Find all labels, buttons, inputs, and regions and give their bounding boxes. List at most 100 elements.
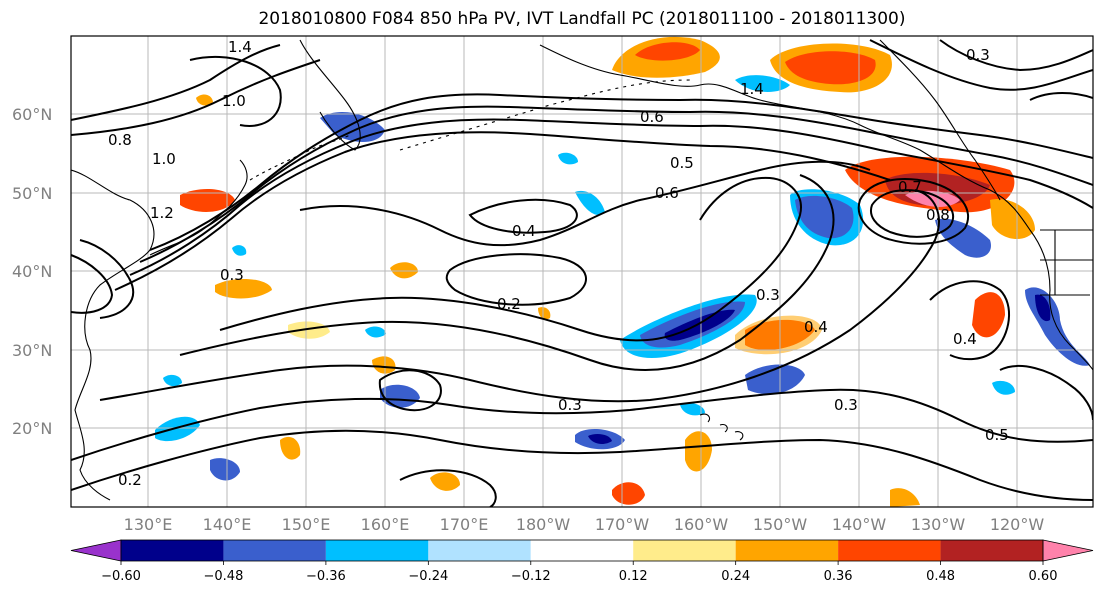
pv-contour <box>71 429 1093 501</box>
lon-label: 150°W <box>753 515 808 534</box>
pv-contours <box>71 39 1093 507</box>
colorbar-extend-low <box>70 539 122 562</box>
colorbar-outline <box>120 539 1044 562</box>
negative-anomaly <box>745 364 805 395</box>
pv-contour <box>399 469 497 507</box>
contour-label: 1.0 <box>152 150 176 168</box>
colorbar-tick-label: −0.48 <box>204 569 244 584</box>
colorbar-tick-label: 0.36 <box>824 569 853 584</box>
negative-anomaly <box>210 458 240 481</box>
colorbar-swatch <box>121 540 224 561</box>
contour-label: 0.3 <box>220 266 244 284</box>
pv-contour <box>149 93 1093 251</box>
contour-label: 0.8 <box>926 206 950 224</box>
pv-contour <box>857 178 970 245</box>
positive-anomaly <box>735 315 822 355</box>
negative-anomaly <box>575 190 605 216</box>
negative-anomaly <box>155 416 200 442</box>
lon-label: 130°E <box>124 515 173 534</box>
positive-anomaly <box>635 42 700 61</box>
pv-contour <box>869 39 1093 91</box>
negative-anomaly <box>558 152 578 165</box>
map-frame <box>70 35 1094 508</box>
colorbar-swatch <box>735 540 839 561</box>
coastline-bc <box>879 39 1001 201</box>
lon-label: 180°W <box>516 515 571 534</box>
colorbar-swatch <box>838 540 941 561</box>
positive-anomaly <box>990 199 1035 240</box>
colorbar-swatch <box>428 540 531 561</box>
pv-contour <box>219 176 802 342</box>
pv-contour <box>71 44 281 121</box>
contour-label: 1.0 <box>222 92 246 110</box>
pv-contour <box>99 189 940 403</box>
lat-label: 60°N <box>12 105 52 124</box>
coastline-kamchatka <box>299 39 361 151</box>
colorbar-tick-label: −0.24 <box>408 569 448 584</box>
colorbar-tick-label: 0.60 <box>1029 569 1058 584</box>
contour-label: 0.4 <box>953 330 977 348</box>
colorbar-swatch <box>940 540 1043 561</box>
negative-anomaly <box>1035 294 1051 322</box>
longitude-labels: 130°E 140°E 150°E 160°E 170°E 180°W 170°… <box>124 515 1045 534</box>
pv-contour <box>999 365 1093 421</box>
pv-contour <box>1029 92 1093 101</box>
lon-label: 170°E <box>440 515 489 534</box>
graticule <box>71 36 1093 507</box>
colorbar: −0.60 −0.48 −0.36 −0.24 −0.12 0.12 0.24 0.36 0.4… <box>70 539 1094 584</box>
negative-anomaly <box>588 433 612 444</box>
positive-anomaly <box>280 436 301 460</box>
coastline-alaska <box>539 44 1093 371</box>
negative-anomaly <box>232 245 247 256</box>
colorbar-tick-label: 0.48 <box>926 569 955 584</box>
pv-contour <box>468 198 578 234</box>
contour-label: 0.5 <box>985 426 1009 444</box>
negative-anomaly <box>680 402 705 416</box>
colorbar-extend-high <box>1042 539 1094 562</box>
pc-shading <box>155 36 1090 507</box>
lon-label: 140°E <box>203 515 252 534</box>
contour-label: 0.5 <box>670 154 694 172</box>
positive-anomaly <box>538 307 551 320</box>
pv-contour <box>114 131 891 291</box>
positive-anomaly <box>180 188 235 212</box>
pv-contour <box>139 105 1093 263</box>
pv-contour <box>179 174 835 372</box>
lon-label: 140°W <box>832 515 887 534</box>
negative-anomaly <box>795 195 854 239</box>
latitude-labels: 60°N 50°N 40°N 30°N 20°N <box>12 105 52 438</box>
positive-anomaly <box>972 292 1005 338</box>
pv-contour <box>129 118 1093 276</box>
contour-label: 0.2 <box>497 295 521 313</box>
colorbar-tick-label: 0.12 <box>619 569 648 584</box>
pv-contour <box>79 239 135 319</box>
contour-label: 0.4 <box>804 318 828 336</box>
negative-anomaly <box>935 218 991 258</box>
positive-anomaly <box>196 94 213 106</box>
lon-label: 150°E <box>282 515 331 534</box>
state-border <box>1040 229 1093 296</box>
lat-label: 40°N <box>12 262 52 281</box>
positive-anomaly <box>288 321 330 339</box>
contour-label: 0.8 <box>108 131 132 149</box>
lon-label: 130°W <box>911 515 966 534</box>
contour-label: 1.4 <box>228 38 252 56</box>
colorbar-swatch <box>223 540 326 561</box>
contour-label: 0.6 <box>640 108 664 126</box>
positive-anomaly <box>685 431 712 472</box>
colorbar-swatch <box>325 540 429 561</box>
positive-anomaly <box>372 356 396 374</box>
contour-label: 0.3 <box>558 396 582 414</box>
positive-anomaly <box>785 51 876 85</box>
coastline-hawaii <box>699 413 744 441</box>
lon-label: 120°W <box>990 515 1045 534</box>
positive-anomaly <box>612 482 645 505</box>
negative-anomaly <box>365 326 386 338</box>
pv-contour <box>189 55 282 127</box>
colorbar-tick-label: −0.60 <box>101 569 141 584</box>
contour-label: 0.4 <box>512 222 536 240</box>
negative-anomaly <box>380 384 420 408</box>
pv-contour <box>445 253 587 306</box>
contour-label: 0.6 <box>655 184 679 202</box>
pv-contour <box>870 189 955 238</box>
